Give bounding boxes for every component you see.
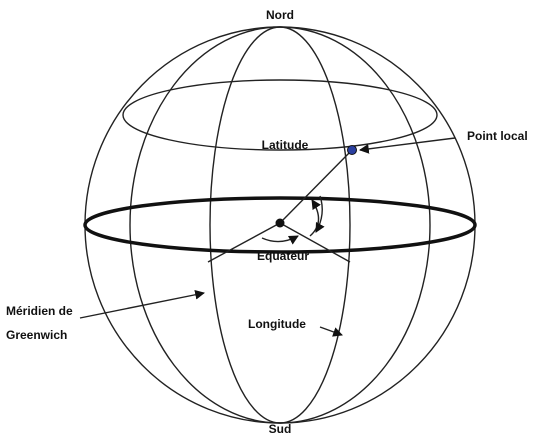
center: [275, 218, 285, 228]
sphere: [79, 26, 477, 424]
angle-arrow: [261, 235, 299, 245]
equator-circle: [83, 196, 477, 254]
arrow: [79, 289, 205, 319]
equator-label: Equateur: [257, 249, 309, 263]
angle-arrow: [309, 199, 321, 237]
radius-line: [279, 149, 353, 224]
point-local-label: Point local: [467, 129, 528, 143]
arrow: [319, 326, 343, 337]
latitude-circle: [122, 79, 438, 151]
arrow: [359, 137, 456, 154]
north-label: Nord: [266, 8, 294, 22]
meridian-inner: [209, 26, 351, 424]
point-local-dot: [347, 145, 357, 155]
longitude-label: Longitude: [248, 317, 306, 331]
angle-arrow: [315, 195, 325, 233]
latitude-label: Latitude: [262, 138, 309, 152]
meridian-label: Méridien de: [6, 304, 73, 318]
south-label: Sud: [269, 422, 292, 436]
radius-line: [279, 222, 351, 263]
radius-line: [207, 222, 281, 263]
meridian-label: Greenwich: [6, 328, 67, 342]
